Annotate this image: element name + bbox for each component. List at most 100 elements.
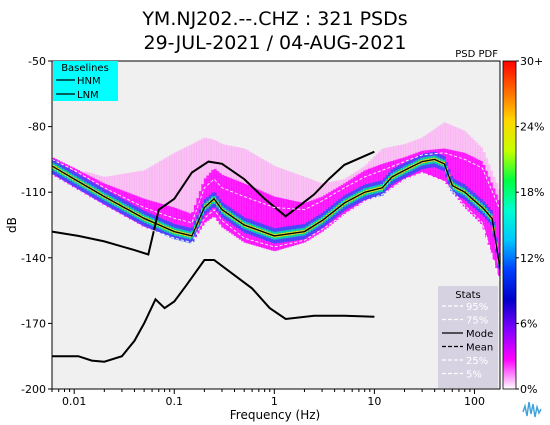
density-cell (378, 164, 382, 196)
density-sparse (487, 164, 491, 177)
density-cell (303, 203, 307, 243)
density-sparse (375, 153, 379, 166)
stats-legend-label: 25% (466, 356, 488, 367)
density-sparse (343, 178, 347, 184)
density-sparse (266, 161, 270, 194)
chart-subtitle: 29-JUL-2021 / 04-AUG-2021 (144, 32, 407, 54)
density-sparse (253, 154, 257, 189)
baselines-legend: Baselines HNM LNM (53, 61, 118, 101)
density-sparse (338, 180, 342, 187)
density-sparse (258, 157, 262, 191)
density-sparse (211, 139, 215, 170)
density-sparse (104, 176, 108, 184)
density-cell (452, 150, 456, 194)
density-sparse (124, 173, 128, 192)
y-tick-label: -170 (21, 317, 46, 330)
density-cell (253, 188, 257, 246)
series-95pct-line (51, 152, 501, 224)
density-sparse (236, 147, 240, 181)
density-cell (460, 152, 464, 204)
density-sparse (490, 170, 494, 183)
density-cell (470, 156, 474, 215)
density-sparse (91, 173, 95, 178)
density-sparse (298, 175, 302, 203)
y-tick-label: -80 (28, 121, 46, 134)
colorbar: 30+ 24% 18% 12% 6% 0% (502, 55, 544, 396)
density-sparse (166, 156, 170, 206)
density-sparse (223, 144, 227, 176)
density-cell (380, 163, 384, 195)
density-cell (268, 194, 272, 250)
density-sparse (256, 156, 260, 190)
density-sparse (303, 176, 307, 204)
density-sparse (94, 174, 98, 179)
density-cell (467, 154, 471, 212)
colorbar-tick-label: 0% (520, 383, 537, 396)
density-cell (173, 207, 178, 239)
density-sparse (263, 160, 267, 193)
density-sparse (121, 173, 125, 191)
density-cell (261, 191, 265, 248)
density-cell (273, 196, 277, 252)
density-sparse (330, 181, 334, 191)
density-cell (280, 198, 285, 249)
psd-pdf-label: PSD PDF (455, 49, 498, 60)
density-sparse (176, 151, 180, 209)
density-sparse (440, 124, 444, 149)
density-cell (310, 200, 314, 238)
stats-legend-label: 95% (466, 302, 488, 313)
density-sparse (278, 167, 282, 198)
density-sparse (472, 140, 476, 158)
density-sparse (246, 150, 250, 185)
density-cell (278, 197, 282, 250)
colorbar-tick-label: 12% (520, 252, 544, 265)
density-sparse (129, 172, 133, 194)
density-sparse (293, 173, 297, 202)
series-lnm-line (52, 259, 375, 363)
density-sparse (350, 174, 354, 179)
density-sparse (283, 169, 287, 199)
density-cell (480, 161, 484, 224)
chart-title: YM.NJ202.--.CHZ : 321 PSDs (141, 8, 407, 30)
density-sparse (308, 178, 312, 202)
density-sparse (290, 172, 295, 201)
density-sparse (358, 169, 362, 174)
density-sparse (139, 170, 143, 198)
plot-frame (51, 60, 501, 390)
density-sparse (221, 144, 225, 175)
density-cell (271, 195, 275, 251)
density-sparse (455, 127, 459, 152)
density-sparse (89, 172, 93, 177)
density-sparse (183, 147, 187, 212)
stats-legend-label: 75% (466, 316, 488, 327)
density-sparse (136, 171, 140, 197)
density-sparse (365, 163, 369, 170)
density-sparse (116, 174, 120, 189)
density-sparse (261, 158, 265, 192)
density-sparse (216, 141, 220, 171)
density-cell (305, 202, 309, 241)
density-cell (450, 149, 454, 191)
density-sparse (437, 125, 441, 149)
density-cell (256, 189, 260, 247)
density-cell (300, 202, 304, 244)
density-sparse (373, 156, 377, 167)
density-cell (495, 194, 499, 269)
density-sparse (248, 151, 252, 186)
density-sparse (126, 173, 130, 193)
density-sparse (181, 148, 185, 211)
density-sparse (203, 137, 207, 179)
density-sparse (173, 152, 178, 208)
density-cell (236, 180, 240, 238)
density-sparse (159, 160, 163, 204)
density-sparse (450, 125, 454, 150)
density-sparse (380, 149, 384, 164)
density-sparse (86, 172, 90, 176)
density-sparse (144, 169, 148, 200)
density-sparse (276, 167, 280, 198)
density-sparse (141, 170, 145, 199)
density-sparse (178, 149, 183, 210)
density-sparse (465, 132, 469, 154)
seismic-wave-logo-icon (521, 398, 543, 420)
density-sparse (400, 144, 404, 159)
